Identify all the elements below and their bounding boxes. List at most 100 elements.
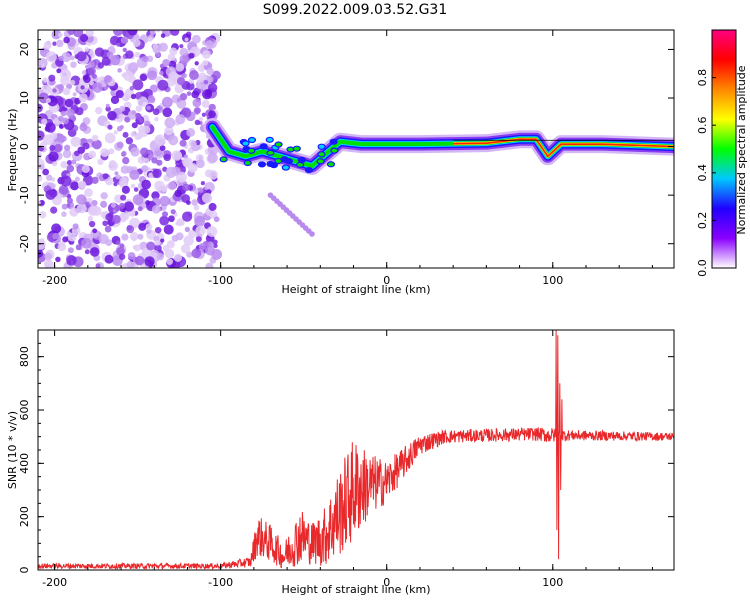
heatmap-noise-cell [193,204,200,211]
heatmap-noise-cell [176,76,186,86]
heatmap-noise-cell [76,194,87,205]
heatmap-noise-cell [62,117,69,125]
heatmap-noise-cell [213,243,218,249]
heatmap-ridge-blob [243,159,252,167]
heatmap-noise-cell [69,207,79,217]
heatmap-x-tick-label: -200 [42,274,67,287]
heatmap-noise-cell [104,225,112,233]
heatmap-noise-cell [132,79,144,91]
heatmap-noise-cell [208,170,218,180]
heatmap-noise-cell [106,51,114,58]
heatmap-noise-cell [135,105,143,112]
heatmap-noise-cell [189,70,199,80]
heatmap-noise-cell [162,244,170,252]
heatmap-noise-cell [120,36,128,44]
heatmap-noise-cell [208,103,216,112]
heatmap-noise-cell [115,174,121,180]
heatmap-noise-cell [191,90,200,99]
snr-y-tick-label: 0 [18,567,31,574]
heatmap-ridge-blob [265,136,274,143]
heatmap-noise-cell [200,181,206,186]
heatmap-noise-cell [145,200,151,206]
heatmap-noise-cell [78,93,88,103]
heatmap-noise-cell [43,41,52,50]
snr-x-ticks: -200 -100 0 100 [42,330,653,589]
heatmap-noise-cell [38,174,43,182]
heatmap-noise-cell [85,64,90,70]
heatmap-noise-cell [206,67,214,75]
heatmap-noise-cell [38,211,47,219]
heatmap-noise-cell [203,79,209,85]
heatmap-noise-cell [116,246,125,256]
heatmap-ridge-blob [247,136,257,144]
heatmap-noise-cell [67,232,77,242]
heatmap-noise-cell [137,96,148,107]
heatmap-noise-cell [170,209,176,215]
heatmap-noise-cell [188,230,197,239]
heatmap-noise-cell [158,42,168,52]
heatmap-noise-cell [119,176,128,185]
heatmap-x-tick-label: 100 [542,274,563,287]
heatmap-noise-cell [45,189,56,200]
heatmap-noise-cell [137,125,146,134]
heatmap-noise-cell [164,126,174,136]
heatmap-noise-cell [125,50,134,59]
heatmap-noise-cell [71,159,77,165]
heatmap-noise-cell [60,161,68,169]
heatmap-noise-cell [206,226,218,237]
heatmap-noise-cell [58,32,63,38]
heatmap-noise-cell [80,122,86,128]
heatmap-noise-cell [163,224,174,235]
heatmap-noise-cell [185,200,191,205]
heatmap-noise-cell [134,92,142,100]
heatmap-y-tick-label: 0 [18,143,31,150]
heatmap-ridge-blob [316,158,325,165]
heatmap-noise-cell [179,44,184,49]
heatmap-noise-cell [86,34,94,43]
heatmap-noise-cell [211,70,221,80]
heatmap-noise-cell [201,112,206,117]
chart-title: S099.2022.009.03.52.G31 [263,2,448,18]
colorbar-tick-label: 0.2 [696,212,709,230]
heatmap-noise-cell [175,114,186,125]
heatmap-frame [37,29,675,269]
heatmap-noise-cell [52,161,58,167]
heatmap-noise-cell [130,147,140,157]
heatmap-noise-cell [127,252,136,260]
heatmap-noise-cell [70,136,81,148]
heatmap-noise-cell [159,195,171,207]
heatmap-noise-cell [190,140,197,147]
heatmap-noise-cell [151,204,161,214]
heatmap-noise-cell [195,236,202,243]
heatmap-noise-cell [69,55,75,61]
heatmap-noise-cell [191,248,202,259]
heatmap-noise-cell [75,244,82,251]
heatmap-noise-cell [195,225,206,236]
heatmap-noise-cell [126,225,135,234]
heatmap-noise-cell [44,125,51,132]
colorbar-fill [712,30,736,268]
heatmap-noise-cell [141,179,152,190]
heatmap-noise-cell [186,251,193,258]
heatmap-noise-cell [158,70,164,76]
heatmap-noise-cell [60,110,67,117]
heatmap-noise-cell [48,151,59,162]
heatmap-noise-cell [152,43,158,50]
heatmap-noise-cell [88,80,94,86]
snr-plot: -200 -100 0 100 0 200 400 600 800 Height of str… [6,329,675,596]
heatmap-noise-cell [168,135,179,146]
heatmap-noise-cell [38,163,45,170]
heatmap-noise-cell [181,211,193,222]
heatmap-noise-cell [213,216,220,223]
heatmap-noise-cell [55,39,64,48]
heatmap-noise-cell [151,157,158,164]
heatmap-noise-cell [107,110,117,121]
heatmap-noise-cell [66,108,75,118]
snr-y-axis-label: SNR (10 * v/v) [6,411,19,489]
heatmap-noise-cell [143,157,150,164]
heatmap-noise-cell [140,147,149,156]
heatmap-noise-cell [89,247,100,257]
heatmap-noise-cell [180,244,191,254]
heatmap-noise-cell [83,75,91,84]
